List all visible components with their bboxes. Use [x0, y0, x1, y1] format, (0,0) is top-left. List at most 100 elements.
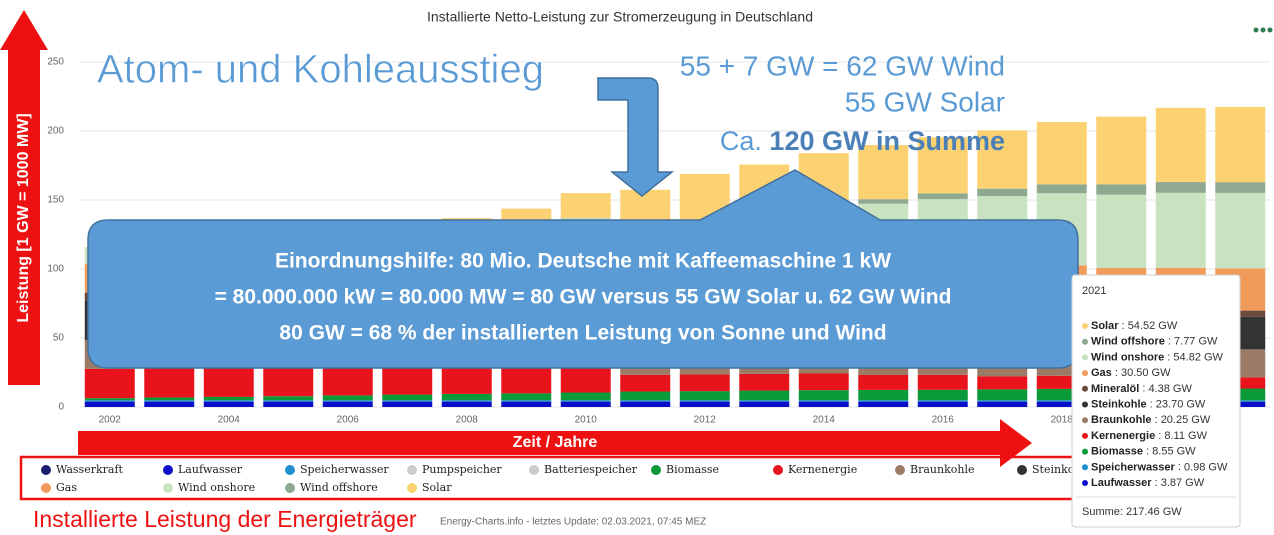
- bar-segment: [560, 364, 611, 393]
- legend-marker: [895, 465, 905, 475]
- bar-segment: [322, 401, 373, 407]
- bar-segment: [977, 401, 1028, 407]
- dot: [1253, 27, 1259, 33]
- bar-segment: [798, 400, 849, 402]
- tooltip-marker: [1082, 338, 1088, 345]
- tooltip: 2021 Summe: 217.46 GW Solar : 54.52 GW Wi…: [1071, 274, 1241, 528]
- legend: Wasserkraft Laufwasser Speicherwasser Pumps…: [41, 463, 1091, 494]
- tooltip-item: Biomasse : 8.55 GW: [1091, 446, 1196, 458]
- bar-segment: [620, 400, 671, 402]
- callout-line: 80 GW = 68 % der installierten Leistung …: [279, 322, 886, 345]
- bar-segment: [263, 400, 314, 402]
- tooltip-value: 30.50 GW: [1121, 367, 1171, 379]
- bar-segment: [1155, 192, 1206, 268]
- bar-segment: [501, 393, 552, 401]
- tooltip-marker: [1082, 432, 1088, 439]
- legend-marker: [285, 483, 295, 493]
- y-tick-label: 200: [47, 126, 64, 137]
- bar-segment: [620, 401, 671, 407]
- tooltip-marker: [1082, 354, 1088, 361]
- sum-name: Summe: [1082, 506, 1120, 518]
- x-tick-label: 2008: [456, 415, 479, 426]
- y-tick-label: 0: [58, 402, 64, 413]
- tooltip-marker: [1082, 448, 1088, 455]
- tooltip-name: Laufwasser: [1091, 477, 1152, 489]
- bar-segment: [263, 368, 314, 397]
- bar-segment: [322, 400, 373, 402]
- bar-segment: [144, 397, 195, 401]
- bar-segment: [1215, 106, 1266, 183]
- bar-segment: [977, 376, 1028, 390]
- bar-segment: [1036, 388, 1087, 401]
- bar-segment: [858, 389, 909, 401]
- bar-segment: [1155, 107, 1206, 183]
- bar-segment: [977, 130, 1028, 189]
- bar-segment: [203, 368, 254, 397]
- tooltip-value: 0.98 GW: [1184, 461, 1228, 473]
- legend-label: Biomasse: [666, 463, 719, 476]
- legend-label: Gas: [56, 481, 77, 494]
- bar-segment: [441, 365, 492, 394]
- bar-segment: [620, 374, 671, 392]
- tooltip-item: Wind offshore : 7.77 GW: [1091, 336, 1218, 348]
- x-tick-label: 2006: [337, 415, 360, 426]
- legend-label: Laufwasser: [178, 463, 243, 476]
- x-tick-label: 2016: [932, 415, 955, 426]
- bar-segment: [441, 393, 492, 401]
- dot: [1260, 27, 1266, 33]
- tooltip-marker: [1082, 385, 1088, 392]
- legend-label: Wind onshore: [178, 481, 255, 494]
- legend-marker: [1017, 465, 1027, 475]
- bar-segment: [1215, 192, 1266, 269]
- bar-segment: [917, 193, 968, 200]
- bar-segment: [1036, 400, 1087, 402]
- bar-segment: [560, 392, 611, 401]
- bar-segment: [441, 401, 492, 407]
- bar-segment: [917, 374, 968, 390]
- annotation: Atom- und Kohleausstieg: [97, 48, 544, 92]
- bar-segment: [84, 401, 135, 407]
- legend-marker: [285, 465, 295, 475]
- tooltip-value: 4.38 GW: [1148, 383, 1192, 395]
- x-tick-label: 2012: [694, 415, 717, 426]
- x-labels: 2002200420062008201020122014201620182020: [99, 415, 1193, 426]
- bar-segment: [441, 400, 492, 402]
- bar-segment: [917, 400, 968, 402]
- bar-segment: [798, 401, 849, 407]
- menu-dots[interactable]: [1253, 27, 1273, 33]
- bar-segment: [203, 400, 254, 402]
- bar-segment: [858, 199, 909, 204]
- bar-segment: [1036, 401, 1087, 407]
- tooltip-marker: [1082, 401, 1088, 408]
- x-tick-label: 2002: [99, 415, 122, 426]
- tooltip-item: Speicherwasser : 0.98 GW: [1091, 461, 1228, 473]
- y-tick-label: 100: [47, 264, 64, 275]
- tooltip-item: Wind onshore : 54.82 GW: [1091, 351, 1224, 363]
- bar-segment: [322, 367, 373, 396]
- tooltip-value: 8.55 GW: [1152, 446, 1196, 458]
- bar-segment: [739, 373, 790, 391]
- tooltip-marker: [1082, 323, 1088, 329]
- tooltip-name: Steinkohle: [1091, 398, 1147, 410]
- bar-segment: [382, 366, 433, 395]
- tooltip-marker: [1082, 480, 1088, 486]
- tooltip-name: Gas: [1091, 367, 1112, 379]
- legend-label: Steinkohle: [1032, 463, 1091, 476]
- bar-segment: [917, 137, 968, 194]
- bar-segment: [858, 400, 909, 402]
- bar-segment: [977, 188, 1028, 197]
- legend-marker: [163, 465, 173, 475]
- bar-segment: [144, 400, 195, 402]
- bar-segment: [144, 368, 195, 398]
- annotation: Installierte Leistung der Energieträger: [33, 506, 417, 532]
- bar-segment: [858, 145, 909, 200]
- tooltip-name: Mineralöl: [1091, 383, 1139, 395]
- bar-segment: [263, 396, 314, 401]
- tooltip-name: Braunkohle: [1091, 414, 1152, 426]
- legend-marker: [163, 483, 173, 493]
- bar-segment: [1036, 184, 1087, 194]
- x-arrow: [78, 419, 1032, 467]
- callout-line: = 80.000.000 kW = 80.000 MW = 80 GW vers…: [215, 286, 952, 309]
- bar-segment: [203, 396, 254, 401]
- tooltip-value: 54.52 GW: [1128, 320, 1178, 332]
